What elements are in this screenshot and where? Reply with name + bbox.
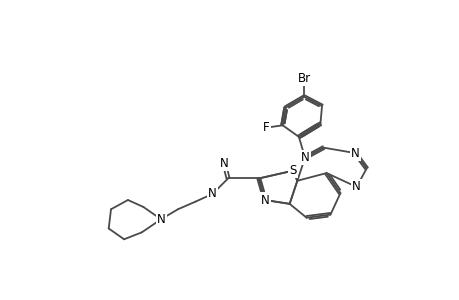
Text: N: N	[300, 151, 309, 164]
Text: N: N	[157, 213, 165, 226]
Text: N: N	[350, 146, 358, 160]
Text: Br: Br	[297, 72, 310, 85]
Text: F: F	[263, 121, 269, 134]
Text: S: S	[288, 164, 296, 177]
Text: N: N	[260, 194, 269, 206]
Text: N: N	[208, 187, 217, 200]
Text: N: N	[352, 180, 360, 194]
Text: N: N	[219, 157, 228, 169]
